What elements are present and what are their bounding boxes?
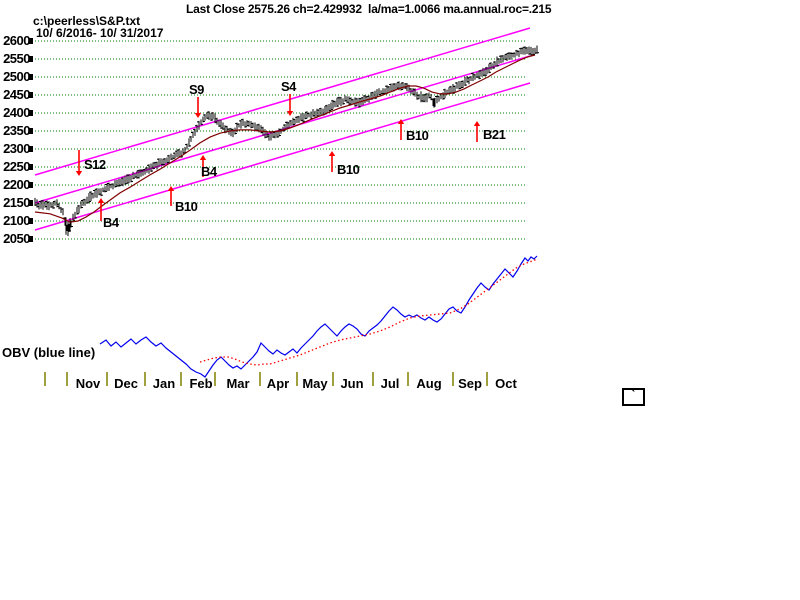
signal-label: B10: [337, 162, 360, 177]
chart-title: Last Close 2575.26 ch=2.429932 la/ma=1.0…: [186, 2, 552, 16]
y-axis-label: 2450: [3, 87, 30, 102]
y-axis-label: 2500: [3, 69, 30, 84]
month-label: Oct: [495, 376, 517, 391]
sell-arrow-s4: [286, 94, 294, 116]
month-label: Mar: [226, 376, 250, 391]
upper-channel-line: [34, 27, 531, 176]
month-label: Apr: [266, 376, 290, 391]
buy-arrow-b4: [199, 155, 207, 177]
signal-label: B21: [483, 127, 506, 142]
buy-arrow-b4: [97, 198, 105, 221]
buy-arrow-b10: [328, 151, 336, 172]
mini-textbox-value: `: [631, 387, 636, 402]
y-axis-label: 2600: [3, 33, 30, 48]
month-label: Jul: [380, 376, 400, 391]
y-axis-label: 2300: [3, 141, 30, 156]
obv-line: [99, 255, 538, 378]
signal-arrows: [75, 94, 481, 221]
y-axis-label: 2250: [3, 159, 30, 174]
month-label: Jun: [340, 376, 364, 391]
moving-average-line: [34, 54, 536, 223]
month-label: Dec: [114, 376, 138, 391]
obv-ma-line: [199, 258, 539, 366]
signal-label: B4: [201, 164, 217, 179]
signal-label: S12: [84, 157, 106, 172]
gridlines: [35, 40, 525, 240]
month-label: Aug: [416, 376, 442, 391]
month-label: Nov: [75, 376, 101, 391]
buy-arrow-b10: [167, 186, 175, 206]
y-axis-label: 2200: [3, 177, 30, 192]
y-axis-label: 2050: [3, 231, 30, 246]
sell-arrow-s9: [194, 97, 202, 118]
month-label: Jan: [152, 376, 176, 391]
file-path: c:\peerless\S&P.txt: [33, 14, 141, 28]
sell-arrow-s12: [75, 150, 83, 176]
buy-arrow-b10: [397, 119, 405, 140]
month-label: May: [302, 376, 328, 391]
lower-channel-line: [34, 82, 531, 231]
buy-arrow-b21: [473, 121, 481, 142]
month-label: Feb: [189, 376, 213, 391]
y-axis-label: 2400: [3, 105, 30, 120]
signal-label: S4: [281, 79, 296, 94]
y-axis-label: 2350: [3, 123, 30, 138]
signal-label: B10: [406, 128, 429, 143]
y-axis-ticks: [29, 38, 33, 242]
mini-textbox[interactable]: `: [622, 387, 645, 406]
y-axis-label: 2150: [3, 195, 30, 210]
signal-label: B10: [175, 199, 198, 214]
y-axis-label: 2100: [3, 213, 30, 228]
date-range: 10/ 6/2016- 10/ 31/2017: [36, 26, 164, 40]
signal-label: S9: [189, 82, 204, 97]
month-label: Sep: [458, 376, 482, 391]
price-bars: [34, 45, 539, 237]
signal-label: B4: [103, 215, 119, 230]
month-ticks: [44, 372, 488, 386]
obv-label: OBV (blue line): [2, 345, 96, 360]
y-axis-label: 2550: [3, 51, 30, 66]
